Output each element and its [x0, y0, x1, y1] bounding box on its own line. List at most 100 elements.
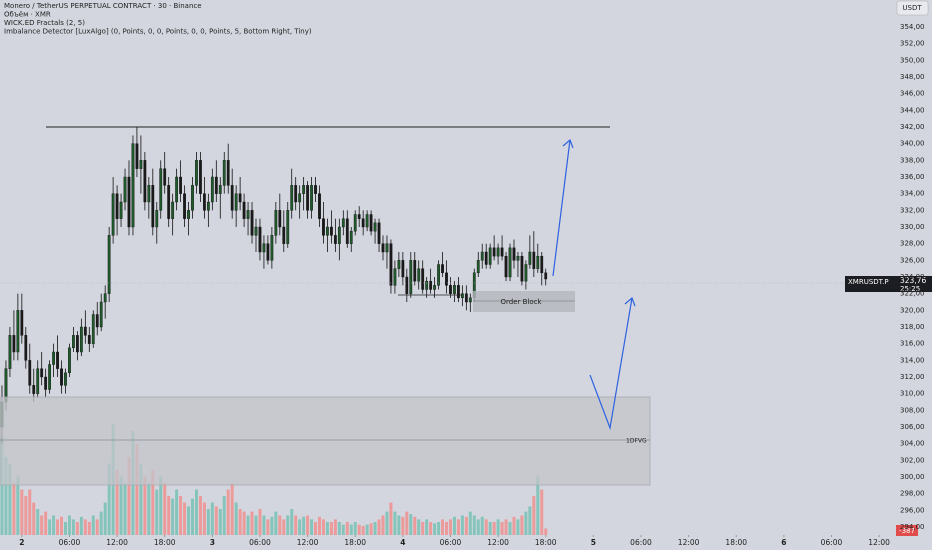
volume-bar — [187, 506, 191, 535]
volume-bar — [429, 522, 433, 535]
candle-body — [294, 185, 298, 203]
candle-body — [373, 222, 377, 232]
candle-body — [234, 193, 238, 211]
candle-body — [12, 335, 16, 353]
volume-bar — [171, 498, 175, 535]
x-tick-label: 12:00 — [106, 538, 128, 547]
volume-bar — [250, 511, 254, 535]
candle-body — [254, 226, 258, 236]
candle-body — [32, 385, 36, 394]
y-tick-label: 346,00 — [900, 90, 925, 98]
volume-bar — [524, 511, 528, 535]
volume-bar — [24, 496, 28, 535]
volume-bar — [480, 516, 484, 535]
y-tick-label: 318,00 — [900, 323, 925, 331]
candle-body — [330, 226, 333, 236]
indicator-label: -387 — [899, 527, 915, 535]
volume-bar — [163, 483, 167, 535]
candle-body — [135, 143, 139, 169]
y-tick-label: 342,00 — [900, 123, 925, 131]
volume-bar — [278, 515, 282, 535]
y-tick-label: 306,00 — [900, 423, 925, 431]
y-tick-label: 308,00 — [900, 406, 925, 414]
volume-bar — [119, 476, 123, 535]
volume-bar — [16, 476, 20, 535]
y-tick-label: 298,00 — [900, 490, 925, 498]
y-tick-label: 300,00 — [900, 473, 925, 481]
volume-bar — [32, 502, 36, 535]
volume-bar — [401, 516, 405, 535]
y-tick-label: 344,00 — [900, 106, 925, 114]
volume-bar — [99, 511, 103, 535]
volume-bar — [103, 502, 107, 535]
candle-body — [345, 218, 349, 244]
candle-body — [302, 185, 306, 194]
x-tick-label: 12:00 — [678, 538, 700, 547]
y-tick-label: 326,00 — [900, 256, 925, 264]
x-tick-label: 18:00 — [535, 538, 557, 547]
candle-body — [36, 368, 40, 394]
candle-body — [171, 201, 175, 219]
candle-body — [226, 160, 230, 186]
volume-bar — [147, 483, 151, 535]
volume-bar — [433, 523, 437, 535]
volume-bar — [8, 463, 12, 535]
candle-body — [167, 185, 171, 219]
y-tick-label: 310,00 — [900, 390, 925, 398]
candle-body — [500, 247, 504, 257]
candle-body — [99, 301, 103, 328]
candle-body — [159, 168, 163, 211]
candle-body — [266, 243, 270, 261]
arrow-zigzag — [589, 297, 633, 431]
volume-bar — [488, 522, 492, 535]
candle-body — [480, 251, 484, 261]
volume-bar — [405, 511, 409, 535]
candle-body — [381, 243, 385, 253]
volume-bar — [175, 489, 179, 535]
candle-body — [540, 255, 544, 274]
volume-bar — [0, 437, 4, 535]
candle-body — [191, 185, 194, 211]
candle-body — [492, 247, 496, 257]
candle-body — [111, 193, 115, 236]
arrow-head — [624, 296, 636, 307]
volume-bar — [540, 489, 544, 535]
y-tick-label: 332,00 — [900, 206, 925, 214]
candle-body — [119, 201, 123, 219]
volume-bar — [528, 506, 532, 535]
x-tick-label: 06:00 — [59, 538, 81, 547]
candle-body — [187, 210, 190, 219]
x-tick-label: 12:00 — [487, 538, 509, 547]
volume-bar — [135, 444, 139, 535]
volume-bar — [194, 489, 198, 535]
x-tick-label: 3 — [210, 538, 215, 547]
volume-bar — [445, 522, 448, 535]
candle-body — [79, 326, 83, 353]
volume-bar — [4, 457, 8, 535]
volume-bar — [87, 522, 91, 535]
volume-bar — [417, 519, 421, 535]
volume-bar — [536, 476, 540, 535]
volume-bar — [151, 470, 155, 535]
candle-body — [183, 193, 186, 219]
y-tick-label: 324,00 — [900, 273, 925, 281]
volume-bar — [167, 496, 171, 535]
volume-bar — [107, 463, 111, 535]
x-tick-label: 6 — [781, 538, 786, 547]
symbol-tag — [845, 276, 932, 292]
candle-body — [389, 243, 393, 286]
volume-bar — [48, 519, 52, 535]
volume-bar — [306, 515, 310, 535]
legend-line: Imbalance Detector [LuxAlgo] (0, Points,… — [4, 28, 312, 36]
volume-bar — [448, 519, 452, 535]
volume-bar — [83, 519, 87, 535]
candle-body — [333, 235, 337, 244]
volume-bar — [290, 509, 294, 535]
volume-bar — [294, 515, 298, 535]
volume-bar — [254, 515, 258, 535]
candle-body — [246, 210, 250, 219]
candle-body — [8, 335, 12, 369]
candle-body — [270, 235, 274, 261]
volume-bar — [63, 522, 67, 535]
volume-bar — [393, 511, 397, 535]
